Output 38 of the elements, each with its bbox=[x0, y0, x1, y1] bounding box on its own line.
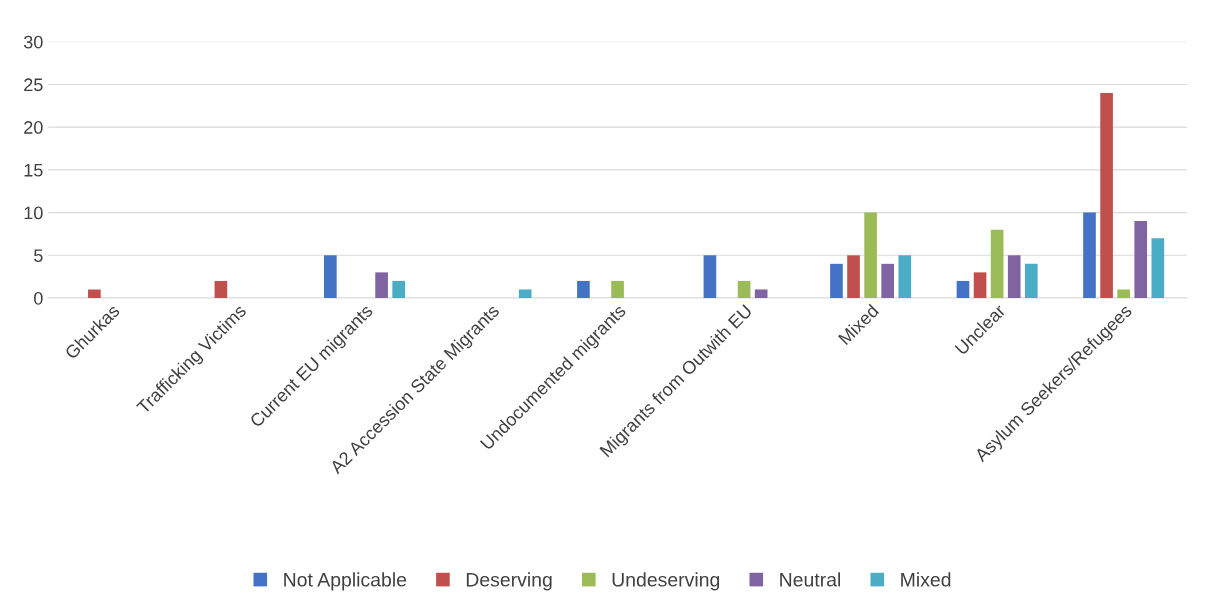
bar bbox=[1134, 221, 1148, 298]
bar bbox=[898, 255, 912, 298]
bar bbox=[577, 280, 590, 298]
bar bbox=[847, 255, 860, 298]
bar bbox=[956, 280, 970, 298]
bar bbox=[830, 263, 843, 298]
bar bbox=[973, 272, 987, 298]
y-tick-label: 20 bbox=[24, 121, 43, 134]
bar bbox=[990, 229, 1004, 298]
bar bbox=[881, 263, 895, 298]
legend-label: Undeserving bbox=[612, 572, 720, 591]
y-tick-label: 30 bbox=[23, 35, 43, 49]
bar bbox=[737, 280, 751, 298]
bar bbox=[1117, 289, 1130, 298]
y-tick-label: 25 bbox=[24, 78, 43, 92]
legend-label: Deserving bbox=[466, 572, 552, 591]
y-tick-label: 10 bbox=[24, 206, 43, 220]
y-tick-label: 5 bbox=[34, 249, 43, 263]
bar bbox=[214, 280, 228, 298]
bar bbox=[1100, 92, 1113, 298]
bar bbox=[375, 272, 388, 298]
bar bbox=[1151, 238, 1165, 298]
bar bbox=[611, 280, 624, 298]
bar bbox=[518, 289, 532, 298]
bar bbox=[88, 289, 101, 298]
bar bbox=[1024, 263, 1038, 298]
bar bbox=[703, 255, 717, 298]
bar bbox=[324, 255, 337, 298]
bar bbox=[754, 289, 768, 298]
y-tick-label: 0 bbox=[34, 291, 43, 305]
bar bbox=[392, 280, 405, 298]
legend-label: Neutral bbox=[780, 572, 841, 587]
bar bbox=[1007, 255, 1021, 298]
y-tick-label: 15 bbox=[24, 163, 43, 177]
bar bbox=[864, 212, 877, 298]
legend-label: Mixed bbox=[901, 572, 951, 587]
legend-label: Not Applicable bbox=[284, 572, 407, 591]
bar bbox=[1083, 212, 1096, 298]
